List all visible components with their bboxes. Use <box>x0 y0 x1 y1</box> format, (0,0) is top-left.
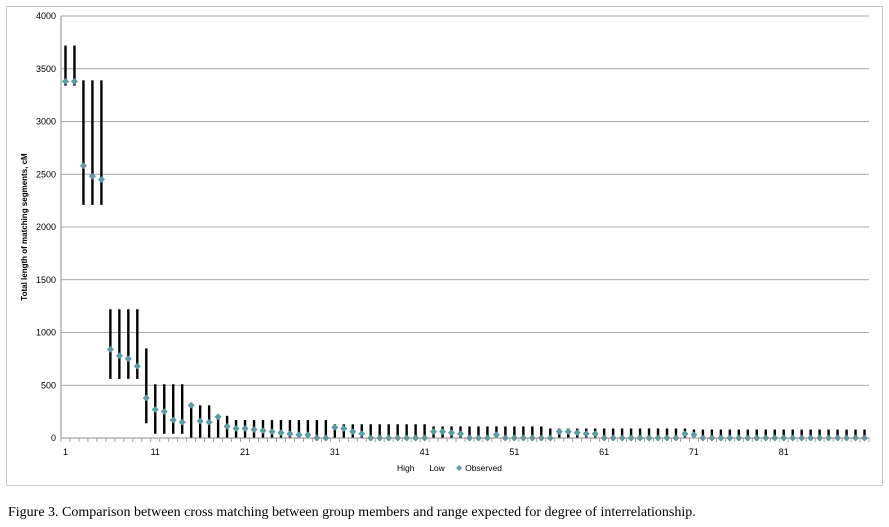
observed-point <box>582 430 590 438</box>
observed-point <box>331 423 339 432</box>
observed-point <box>340 424 348 433</box>
y-tick-label: 0 <box>51 433 56 443</box>
observed-point <box>223 422 231 430</box>
y-tick-label: 3000 <box>36 117 56 127</box>
observed-point <box>142 394 150 402</box>
observed-point <box>456 430 465 438</box>
gridlines <box>61 15 869 386</box>
observed-point <box>447 429 456 437</box>
x-tick-label: 61 <box>599 447 609 457</box>
chart-frame <box>6 6 883 486</box>
observed-point <box>133 362 141 370</box>
observed-point <box>277 429 285 437</box>
y-tick-label: 4000 <box>36 11 56 21</box>
observed-point <box>160 408 168 416</box>
x-tick-label: 21 <box>240 447 250 457</box>
observed-point <box>690 431 698 439</box>
observed-point <box>295 431 303 439</box>
y-tick-label: 1500 <box>36 275 56 285</box>
x-tick-label: 71 <box>689 447 699 457</box>
observed-point <box>259 427 267 435</box>
observed-point <box>124 355 132 363</box>
legend-label: Low <box>429 463 445 473</box>
observed-point <box>591 430 599 438</box>
observed-point <box>151 405 159 414</box>
observed-point <box>214 413 222 421</box>
observed-point <box>115 352 123 360</box>
figure-caption: Figure 3. Comparison between cross match… <box>8 505 696 520</box>
legend-label: High <box>397 463 415 473</box>
y-tick-label: 2000 <box>36 222 56 232</box>
x-tick-label: 11 <box>151 447 160 457</box>
x-tick-label: 41 <box>420 447 430 457</box>
observed-point <box>205 418 213 426</box>
observed-point <box>241 424 249 433</box>
observed-point <box>304 431 312 439</box>
observed-point <box>61 77 70 85</box>
observed-point <box>232 424 240 433</box>
observed-point <box>97 175 105 184</box>
observed-point <box>106 345 114 353</box>
observed-point <box>439 428 447 436</box>
observed-point <box>88 172 96 180</box>
y-tick-label: 3500 <box>36 64 56 74</box>
legend-label: Observed <box>465 463 502 473</box>
observed-point <box>196 417 204 425</box>
observed-point <box>492 431 500 439</box>
observed-point <box>268 428 276 436</box>
observed-point <box>169 416 177 424</box>
range-bars <box>64 45 866 438</box>
observed-point <box>430 428 438 436</box>
x-tick-label: 31 <box>330 447 340 457</box>
observed-point <box>286 430 294 438</box>
y-axis-title: Total length of matching segments, cM <box>20 153 29 301</box>
observed-point <box>79 162 87 170</box>
observed-point <box>564 428 572 436</box>
observed-point <box>358 430 366 438</box>
observed-point <box>250 426 258 434</box>
legend-marker-observed <box>456 465 463 471</box>
x-tick-label: 1 <box>63 447 68 457</box>
observed-point <box>681 430 689 438</box>
x-tick-label: 51 <box>509 447 519 457</box>
y-tick-label: 500 <box>41 380 56 390</box>
observed-point <box>187 401 195 409</box>
observed-point <box>555 428 563 436</box>
y-tick-label: 2500 <box>36 169 56 179</box>
observed-point <box>70 77 79 85</box>
observed-point <box>178 418 186 426</box>
y-tick-label: 1000 <box>36 328 56 338</box>
observed-point <box>349 428 357 436</box>
legend: High Low Observed <box>397 463 502 473</box>
observed-point <box>573 429 581 437</box>
x-tick-label: 81 <box>779 447 789 457</box>
